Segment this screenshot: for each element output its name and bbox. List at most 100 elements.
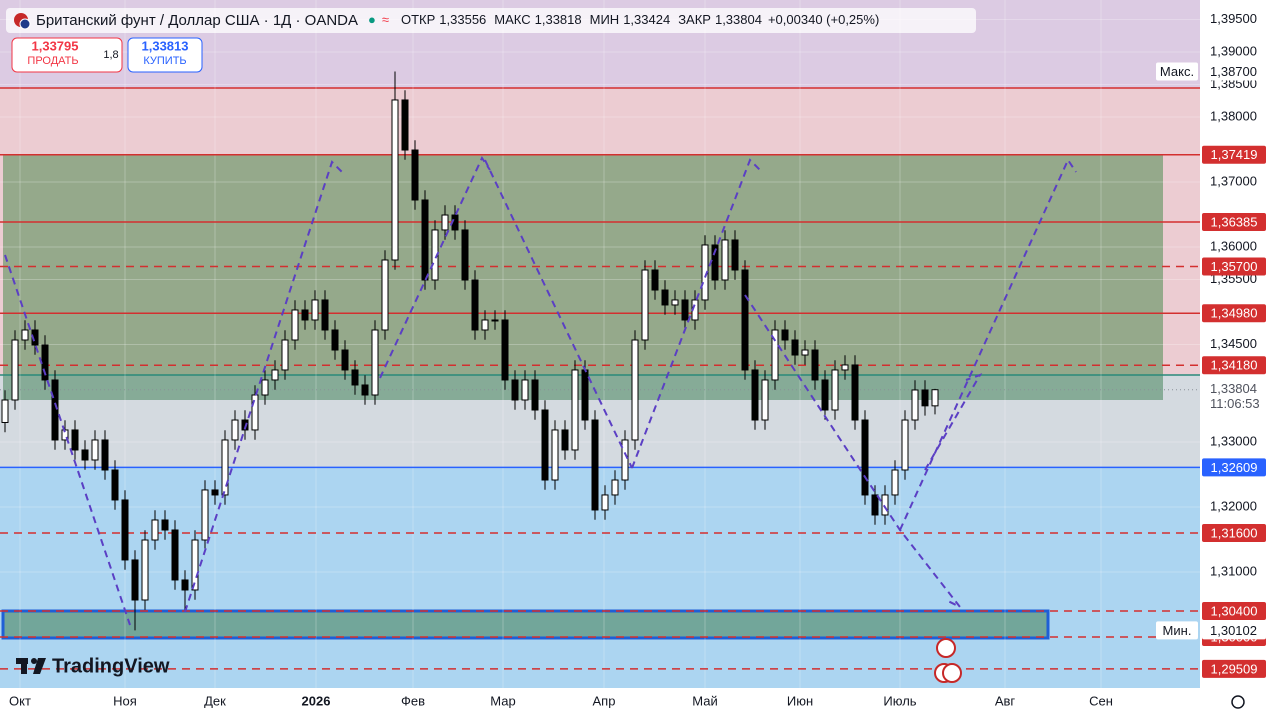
candle-body xyxy=(761,379,769,421)
marker-tag xyxy=(1156,621,1198,640)
change: +0,00340 (+0,25%) xyxy=(768,12,879,27)
symbol-icon xyxy=(19,18,31,30)
candle-body xyxy=(871,494,879,516)
ohlc-label: ЗАКР xyxy=(678,12,711,27)
buy-price[interactable]: 1,33813 xyxy=(142,38,189,53)
level-label: 1,32609 xyxy=(1211,460,1258,475)
last-price: 1,33804 xyxy=(1210,381,1257,396)
level-tag xyxy=(1202,212,1266,231)
y-tick-label: 1,38000 xyxy=(1210,108,1257,123)
ohlc-value: 1,33818 xyxy=(535,12,582,27)
logo-mark xyxy=(33,658,46,674)
candle-body xyxy=(831,369,839,411)
candle-body xyxy=(851,364,859,421)
candle-body xyxy=(401,99,409,151)
candle-body xyxy=(881,494,889,516)
level-label: 1,37419 xyxy=(1211,147,1258,162)
candle-body xyxy=(841,364,849,371)
x-tick-label: Авг xyxy=(995,693,1016,708)
candle-body xyxy=(791,339,799,356)
level-tag xyxy=(1202,145,1266,164)
candle-body xyxy=(251,394,259,431)
candle-body xyxy=(241,419,249,431)
candle-body xyxy=(361,384,369,396)
candle-body xyxy=(681,299,689,321)
candle-body xyxy=(261,379,269,396)
zone-green xyxy=(3,155,1163,375)
candle-body xyxy=(101,439,109,471)
level-tag xyxy=(1202,304,1266,323)
projection xyxy=(184,160,343,613)
candle-body xyxy=(51,379,59,441)
event-icon[interactable] xyxy=(936,638,956,658)
candle-body xyxy=(381,259,389,331)
logo-mark xyxy=(31,658,37,664)
marker-name: Мин. xyxy=(1163,623,1192,638)
zone-blue xyxy=(0,468,1200,688)
level-label: 1,30400 xyxy=(1211,603,1258,618)
candle-body xyxy=(161,519,169,531)
projection xyxy=(484,159,633,469)
legend: Британский фунт / Доллар США · 1Д · OAND… xyxy=(36,12,879,29)
marker-tag xyxy=(1202,621,1266,640)
candle-body xyxy=(321,299,329,331)
x-tick-label: 2026 xyxy=(302,693,331,708)
candle-body xyxy=(371,329,379,396)
x-tick-label: Ноя xyxy=(113,693,137,708)
buy-label[interactable]: КУПИТЬ xyxy=(143,55,186,67)
candle-body xyxy=(631,339,639,441)
spread: 1,8 xyxy=(103,49,118,61)
candle-body xyxy=(121,499,129,561)
projection xyxy=(899,157,1077,531)
candle-body xyxy=(21,329,29,341)
candle-body xyxy=(71,429,79,451)
candle-body xyxy=(701,244,709,301)
x-tick-label: Июн xyxy=(787,693,813,708)
y-tick-label: 1,33000 xyxy=(1210,433,1257,448)
candle-body xyxy=(471,279,479,331)
x-tick-label: Июль xyxy=(883,693,916,708)
candle-body xyxy=(211,489,219,496)
x-tick-label: Мар xyxy=(490,693,515,708)
candle-body xyxy=(231,419,239,441)
marker-tag xyxy=(1156,62,1198,81)
event-icons xyxy=(934,638,962,683)
candle-body xyxy=(901,419,909,471)
level-label: 1,34980 xyxy=(1211,306,1258,321)
marker-tag xyxy=(1202,62,1266,81)
candle-body xyxy=(731,239,739,271)
candle-body xyxy=(801,349,809,356)
candle-body xyxy=(411,149,419,201)
settings-icon[interactable] xyxy=(1231,695,1245,709)
candle-body xyxy=(141,539,149,601)
x-tick-label: Май xyxy=(692,693,717,708)
time-axis xyxy=(0,688,1200,720)
sell-button[interactable] xyxy=(11,37,123,73)
candle-body xyxy=(531,379,539,411)
buy-button[interactable] xyxy=(127,37,203,73)
candle-body xyxy=(91,439,99,461)
ohlc-label: МИН xyxy=(590,12,620,27)
event-icon[interactable] xyxy=(942,663,962,683)
candle-body xyxy=(571,369,579,451)
sell-label[interactable]: ПРОДАТЬ xyxy=(27,55,78,67)
level-label: 1,36385 xyxy=(1211,214,1258,229)
projection xyxy=(924,373,983,471)
logo-mark xyxy=(21,658,27,674)
candle-body xyxy=(621,439,629,481)
candle-body xyxy=(521,379,529,401)
candle-body xyxy=(651,269,659,291)
candle-body xyxy=(561,429,569,451)
x-tick-label: Окт xyxy=(9,693,31,708)
candle-body xyxy=(491,319,499,322)
sell-price[interactable]: 1,33795 xyxy=(32,38,79,53)
candle-body xyxy=(811,349,819,381)
level-tag xyxy=(1202,356,1266,375)
level-tag xyxy=(1202,458,1266,477)
legend-bg xyxy=(6,8,976,33)
ohlc-label: МАКС xyxy=(494,12,530,27)
candle-body xyxy=(601,494,609,511)
logo: TradingView xyxy=(16,655,170,677)
candle-body xyxy=(11,339,19,401)
candle-body xyxy=(781,329,789,341)
